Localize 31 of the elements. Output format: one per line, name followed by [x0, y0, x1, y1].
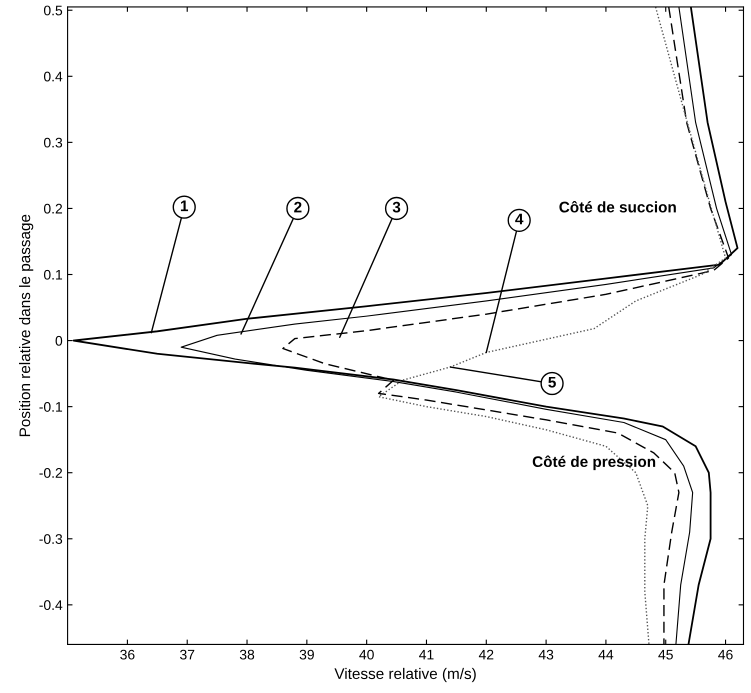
x-tick-label: 37 — [180, 650, 194, 660]
annotation: 3 — [392, 202, 400, 213]
x-tick-label: 46 — [718, 650, 733, 660]
x-tick-label: 41 — [419, 650, 434, 660]
x-tick-label: 40 — [359, 650, 374, 660]
y-tick-label: 0 — [56, 336, 62, 346]
line-series — [378, 6, 726, 644]
x-tick-label: 36 — [120, 650, 135, 660]
x-tick-label: 39 — [300, 650, 314, 660]
annotation: 5 — [548, 376, 556, 388]
annotation: 4 — [515, 214, 524, 224]
x-tick-label: 44 — [598, 650, 614, 660]
annotation: 2 — [294, 202, 302, 212]
y-tick-label: 0.3 — [44, 138, 62, 148]
x-tick-label: 38 — [240, 650, 254, 660]
y-tick-label: 0.1 — [44, 270, 62, 280]
annotation: Côté de succion — [559, 200, 676, 212]
y-tick-label: 0.2 — [44, 204, 62, 214]
y-tick-label: 0.4 — [44, 72, 62, 82]
y-tick-label: -0.4 — [39, 600, 62, 610]
x-tick-label: 42 — [478, 650, 494, 660]
y-tick-label: -0.3 — [39, 534, 62, 544]
x-axis-title: Vitesse relative (m/s) — [334, 668, 476, 682]
annotation: Côté de pression — [532, 455, 656, 470]
x-tick-label: 43 — [538, 650, 554, 660]
annotation: 1 — [180, 200, 188, 212]
x-tick-label: 45 — [658, 650, 673, 660]
y-tick-label: -0.2 — [39, 468, 62, 478]
y-tick-label: -0.1 — [39, 402, 62, 412]
y-axis-title: Position relative dans le passage — [19, 214, 34, 436]
y-tick-label: 0.5 — [44, 6, 62, 16]
